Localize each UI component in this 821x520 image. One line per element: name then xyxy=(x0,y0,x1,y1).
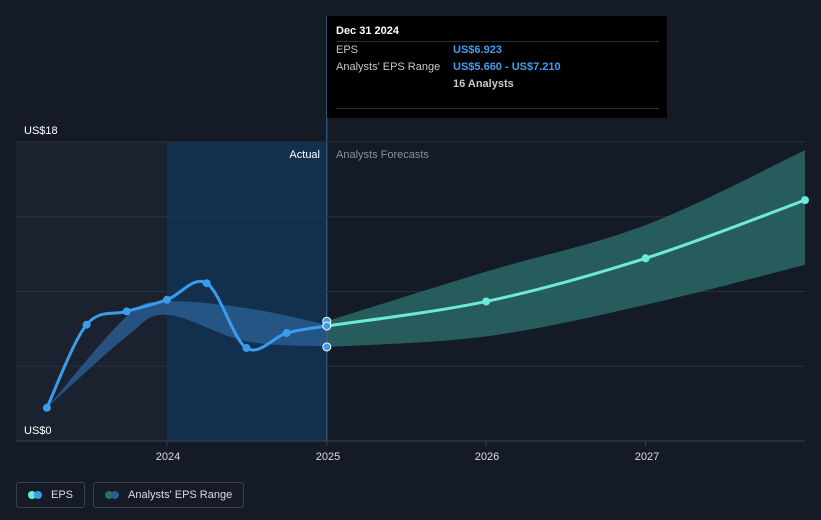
data-point[interactable] xyxy=(242,343,251,352)
data-point[interactable] xyxy=(82,320,91,329)
series-points[interactable] xyxy=(42,196,809,412)
legend-range-label: Analysts' EPS Range xyxy=(128,489,233,501)
range-band xyxy=(326,150,805,347)
highlight-point[interactable] xyxy=(322,321,332,331)
legend-dot xyxy=(105,491,114,499)
axis-text: US$18 US$0 Actual Analysts Forecasts 202… xyxy=(24,125,659,463)
data-point[interactable] xyxy=(482,297,491,306)
data-point[interactable] xyxy=(202,279,211,288)
x-tick-label: 2026 xyxy=(475,451,499,463)
legend-dot xyxy=(28,491,36,499)
tooltip-analysts-spacer xyxy=(336,76,453,93)
tooltip-range-label: Analysts' EPS Range xyxy=(336,61,441,73)
highlight-point[interactable] xyxy=(322,342,332,352)
chart-legend: EPS Analysts' EPS Range xyxy=(16,482,245,508)
tooltip-date: Dec 31 2024 xyxy=(336,25,399,37)
chart-background xyxy=(16,16,328,441)
y-axis-top-label: US$18 xyxy=(24,125,58,137)
x-tick-label: 2024 xyxy=(156,451,180,463)
legend-dot xyxy=(111,491,120,499)
legend-range-swatch xyxy=(105,491,120,499)
x-tick-label: 2027 xyxy=(635,451,659,463)
tooltip-range-row: Analysts' EPS Range US$5.660 - US$7.210 xyxy=(336,59,659,76)
legend-eps-label: EPS xyxy=(51,489,74,501)
y-axis-bottom-label: US$0 xyxy=(24,425,52,437)
legend-analysts-range[interactable]: Analysts' EPS Range xyxy=(93,482,245,508)
x-tick-label: 2025 xyxy=(316,451,340,463)
data-point[interactable] xyxy=(162,295,171,304)
data-point[interactable] xyxy=(801,196,809,205)
tooltip-eps-row: EPS US$6.923 xyxy=(336,41,659,59)
actual-label: Actual xyxy=(289,149,320,161)
tooltip-eps-value: US$6.923 xyxy=(453,44,502,56)
tooltip-range-value: US$5.660 - US$7.210 xyxy=(453,61,561,73)
data-point[interactable] xyxy=(122,307,131,316)
tooltip-analysts-row: 16 Analysts xyxy=(336,76,659,93)
series-line xyxy=(325,198,807,328)
data-point[interactable] xyxy=(641,254,650,263)
range-band xyxy=(46,301,327,408)
forecast-label: Analysts Forecasts xyxy=(336,149,429,161)
legend-dot xyxy=(34,491,42,499)
data-point[interactable] xyxy=(282,329,291,338)
range-areas xyxy=(46,150,805,408)
hover-tooltip: Dec 31 2024 EPS US$6.923 Analysts' EPS R… xyxy=(327,16,667,118)
data-point[interactable] xyxy=(42,403,51,412)
tooltip-divider xyxy=(336,108,659,109)
tooltip-analysts-count: 16 Analysts xyxy=(453,78,514,90)
legend-eps[interactable]: EPS xyxy=(16,482,86,508)
tooltip-eps-label: EPS xyxy=(336,44,359,56)
legend-eps-swatch xyxy=(28,491,42,499)
